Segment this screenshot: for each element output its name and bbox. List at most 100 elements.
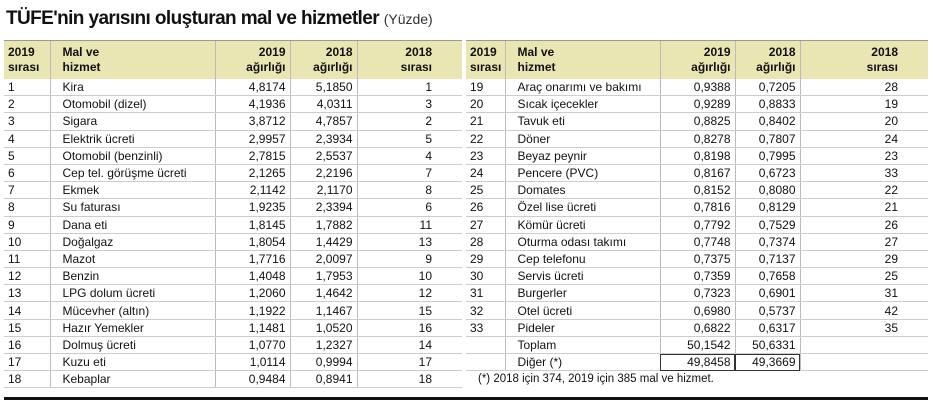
cell: LPG dolum ücreti xyxy=(49,284,215,303)
column-header: 2019 ağırlığı xyxy=(214,40,290,79)
column-header: Mal ve hizmet xyxy=(504,40,660,79)
cell: 42 xyxy=(799,301,928,320)
cell: 2,3934 xyxy=(289,130,357,148)
row: 16 Dolmuş ücreti 1,0770 1,2327 14 xyxy=(4,336,462,355)
cell: Oturma odası takımı xyxy=(504,233,660,251)
cell: 0,8941 xyxy=(289,370,357,389)
cell: 2,7815 xyxy=(214,147,290,165)
cell: 0,6901 xyxy=(734,284,800,303)
cell: 1,2060 xyxy=(214,284,290,303)
cell: Hazır Yemekler xyxy=(49,319,215,337)
cell: 4 xyxy=(4,130,50,148)
row: 5 Otomobil (benzinli) 2,7815 2,5537 4 xyxy=(4,147,462,165)
cell: 0,8198 xyxy=(659,147,735,165)
cell: 1,0770 xyxy=(214,336,290,355)
cell: 20 xyxy=(466,95,505,114)
cell: 1,9235 xyxy=(214,198,290,217)
cell: 0,7137 xyxy=(734,250,800,269)
header-line: sırası xyxy=(866,60,898,74)
footnote: (*) 2018 için 374, 2019 için 385 mal ve … xyxy=(478,373,714,386)
column-header: Mal ve hizmet xyxy=(49,40,215,79)
cell: 9 xyxy=(356,250,462,269)
cell: Döner xyxy=(504,130,660,148)
cell: 0,8167 xyxy=(659,164,735,183)
cell: Kuzu eti xyxy=(49,353,215,372)
cell: 1,4429 xyxy=(289,233,357,251)
cell: 3,8712 xyxy=(214,112,290,131)
column-header: 2019 sırası xyxy=(466,40,505,79)
cell: 11 xyxy=(356,216,462,234)
cell: 1,2327 xyxy=(289,336,357,355)
cell: 2,3394 xyxy=(289,198,357,217)
cell: 4,8174 xyxy=(214,79,290,97)
title-text: TÜFE'nin yarısını oluşturan mal ve hizme… xyxy=(6,8,380,29)
cell: 5 xyxy=(356,130,462,148)
cell: 9 xyxy=(4,216,50,234)
cell: 26 xyxy=(799,216,928,234)
row: 23 Beyaz peynir 0,8198 0,7995 23 xyxy=(466,147,928,165)
row: 30 Servis ücreti 0,7359 0,7658 25 xyxy=(466,267,928,286)
header-line: 2018 xyxy=(405,45,432,59)
cell: Mazot xyxy=(49,250,215,269)
cell: Özel lise ücreti xyxy=(504,198,660,217)
cell: 0,7205 xyxy=(734,79,800,97)
cell: 33 xyxy=(466,319,505,337)
cell: 11 xyxy=(4,250,50,269)
cell: 0,7374 xyxy=(734,233,800,251)
header-line: 2019 xyxy=(8,45,35,59)
cell: 0,7359 xyxy=(659,267,735,286)
cell: 0,6317 xyxy=(734,319,800,337)
cell: 0,6723 xyxy=(734,164,800,183)
cell: 23 xyxy=(466,147,505,165)
cell: 49,8458 xyxy=(659,353,735,372)
cell: 4,7857 xyxy=(289,112,357,131)
header-line: 2018 xyxy=(325,45,353,59)
cell: 1,7953 xyxy=(289,267,357,286)
row: 21 Tavuk eti 0,8825 0,8402 20 xyxy=(466,112,928,131)
cell: Kira xyxy=(49,79,215,97)
cell: 0,7816 xyxy=(659,198,735,217)
row: 27 Kömür ücreti 0,7792 0,7529 26 xyxy=(466,216,928,234)
cell: 1 xyxy=(356,79,462,97)
cell: 0,7658 xyxy=(734,267,800,286)
cell xyxy=(466,336,505,355)
row: 31 Burgerler 0,7323 0,6901 31 xyxy=(466,284,928,303)
cell: Mücevher (altın) xyxy=(49,301,215,320)
row: 12 Benzin 1,4048 1,7953 10 xyxy=(4,267,462,286)
header-line: 2019 xyxy=(470,45,497,59)
cell: 4,0311 xyxy=(289,95,357,114)
cell: 21 xyxy=(466,112,505,131)
cell: 0,9289 xyxy=(659,95,735,114)
cell: 31 xyxy=(466,284,505,303)
cell: Otel ücreti xyxy=(504,301,660,320)
cell: 0,7529 xyxy=(734,216,800,234)
cell: 0,7375 xyxy=(659,250,735,269)
cell: Tavuk eti xyxy=(504,112,660,131)
row: 11 Mazot 1,7716 2,0097 9 xyxy=(4,250,462,269)
total-row: Diğer (*) 49,8458 49,3669 xyxy=(466,353,928,372)
cell: 23 xyxy=(799,147,928,165)
cell: 2 xyxy=(356,112,462,131)
cell: Pencere (PVC) xyxy=(504,164,660,183)
cell: Otomobil (dizel) xyxy=(49,95,215,114)
row: 17 Kuzu eti 1,0114 0,9994 17 xyxy=(4,353,462,372)
left-table: 2019 sırası Mal ve hizmet 2019 ağırlığı 2018 ağ… xyxy=(4,40,462,389)
cell: 49,3669 xyxy=(734,353,800,372)
cell: 2 xyxy=(4,95,50,114)
cell xyxy=(799,353,928,372)
column-header: 2018 sırası xyxy=(799,40,928,79)
header-line: 2018 xyxy=(768,45,796,59)
header-line: Mal ve xyxy=(517,45,555,59)
cell: Dana eti xyxy=(49,216,215,234)
cell: 0,7792 xyxy=(659,216,735,234)
cell: 2,5537 xyxy=(289,147,357,165)
cell: 27 xyxy=(466,216,505,234)
cell: 0,7807 xyxy=(734,130,800,148)
cell: 0,5737 xyxy=(734,301,800,320)
row: 7 Ekmek 2,1142 2,1170 8 xyxy=(4,181,462,200)
header-row: 2019 sırası Mal ve hizmet 2019 ağırlığı 2018 ağ… xyxy=(4,40,462,79)
cell: Araç onarımı ve bakımı xyxy=(504,79,660,97)
cell: 4 xyxy=(356,147,462,165)
cell: 1 xyxy=(4,79,50,97)
cell: 0,8278 xyxy=(659,130,735,148)
